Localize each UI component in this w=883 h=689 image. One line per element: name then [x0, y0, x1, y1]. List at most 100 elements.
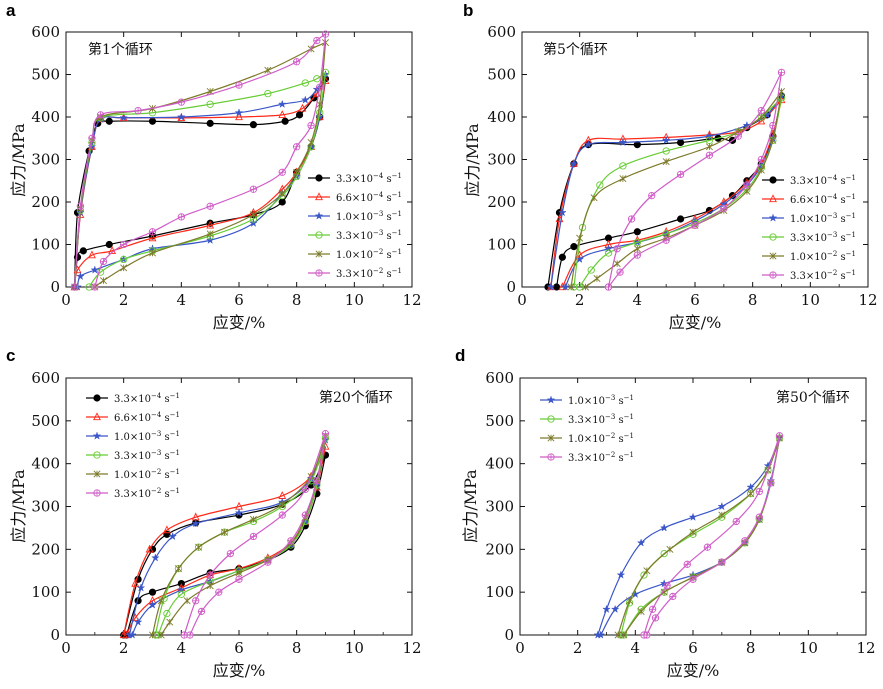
- panel-b-series-1.0e-2-load-point: [567, 283, 575, 291]
- panel-b-letter: b: [463, 1, 473, 20]
- panel-d-curves: [593, 432, 784, 639]
- panel-b-series-3.3e-2-load-point: [734, 132, 742, 140]
- panel-b-series-3.3e-4-load-point: [676, 138, 685, 147]
- panel-c-ytick-label: 300: [31, 498, 60, 516]
- panel-b-series-3.3e-3-unload-point: [576, 283, 584, 291]
- panel-b-cycle-label: 第5个循环: [543, 41, 608, 58]
- panel-d-legend-label-1.0e-3: 1.0×10−3 s−1: [568, 394, 634, 407]
- panel-b-series-1.0e-3-load-point: [546, 282, 556, 291]
- panel-a-ytick-label: 100: [31, 236, 60, 254]
- panel-b-series-3.3e-3-load-point: [619, 162, 627, 170]
- panel-b-legend-marker-3.3e-2: [769, 271, 777, 279]
- panel-c-legend-marker-1.0e-3: [92, 431, 102, 440]
- panel-c-ticks: 0 2 4 6 8 10 12 0 100 200 300 400 500 600: [31, 369, 421, 657]
- panel-a-ylabel: 应力/MPa: [9, 123, 28, 197]
- panel-b-series-3.3e-2-load-point: [627, 215, 636, 223]
- panel-c-series-3.3e-2-load-point: [192, 597, 200, 605]
- panel-c-legend-marker-3.3e-3: [93, 451, 101, 459]
- panel-a-series-1.0e-3-unload-point: [249, 218, 258, 227]
- panel-b-series-3.3e-3-load-point: [578, 223, 587, 232]
- panel-d-series-3.3e-2-load-line: [643, 435, 781, 636]
- panel-c-legend-label-1.0e-3: 1.0×10−3 s−1: [114, 430, 180, 443]
- panel-b-series-3.3e-4-unload-point: [570, 243, 578, 251]
- panel-a-series-6.6e-4-load-point: [235, 112, 243, 121]
- panel-a-curves: [70, 30, 330, 291]
- panel-a-series-1.0e-3-load-point: [119, 113, 129, 122]
- panel-c-series-1.0e-2-load-point: [249, 515, 257, 523]
- panel-a-series-3.3e-2-load-point: [71, 283, 79, 291]
- panel-a-cycle-label: 第1个循环: [88, 41, 153, 58]
- panel-b-series-3.3e-2-unload-point: [720, 204, 728, 213]
- panel-c-legend-label-6.6e-4: 6.6×10−4 s−1: [114, 411, 180, 424]
- panel-a-series-1.0e-3-unload-point: [76, 271, 85, 281]
- panel-b-ytick-label: 600: [487, 23, 516, 41]
- panel-b-series-3.3e-4-unload-point: [633, 228, 641, 236]
- panel-b-series-3.3e-2-load-point: [757, 106, 765, 115]
- panel-c-series-1.0e-2-unload-point: [235, 569, 243, 577]
- panel-c-series-1.0e-2-load-point: [148, 631, 157, 639]
- panel-b-legend-marker-6.6e-4: [769, 194, 777, 203]
- panel-c-series-1.0e-2-load-point: [195, 543, 203, 551]
- panel-a-series-3.3e-2-unload-point: [278, 168, 286, 176]
- panel-a-series-3.3e-4-load-point: [281, 117, 289, 125]
- panel-b-legend-label-3.3e-2: 3.3×10−2 s−1: [790, 269, 856, 282]
- panel-c-legend-marker-6.6e-4: [93, 412, 101, 421]
- panel-a-series-1.0e-2-unload-point: [206, 230, 214, 238]
- panel-a-series-3.3e-4-load-point: [148, 117, 157, 125]
- panel-d-series-1.0e-3-load-line: [597, 437, 781, 636]
- panel-a-series-3.3e-2-unload-point: [249, 185, 258, 193]
- panel-b-series-1.0e-2-load-point: [590, 194, 598, 202]
- panel-b-series-3.3e-2-unload-point: [604, 283, 613, 291]
- panel-c-ytick-label: 400: [31, 455, 60, 473]
- panel-a-legend-marker-1.0e-2: [315, 250, 323, 258]
- panel-c-series-3.3e-2-load-point: [301, 485, 309, 494]
- panel-c-xtick-label: 4: [177, 639, 187, 657]
- panel-b-series-3.3e-2-unload-point: [769, 121, 777, 130]
- panel-c-series-1.0e-2-unload-point: [206, 582, 214, 590]
- panel-b-ytick-label: 500: [487, 66, 516, 84]
- panel-a-letter: a: [6, 1, 16, 20]
- panel-c-xtick-label: 8: [292, 639, 302, 657]
- panel-b-xtick-label: 12: [858, 291, 877, 309]
- panel-a-series-1.0e-3-load-point: [277, 99, 287, 108]
- panel-a-xtick-label: 0: [61, 291, 71, 309]
- panel-c-series-6.6e-4-load-line: [123, 446, 327, 636]
- panel-d-ytick-label: 300: [485, 498, 514, 516]
- panel-a-series-3.3e-2-load-line: [74, 33, 326, 288]
- panel-d-series-1.0e-2-load-point: [614, 631, 622, 639]
- panel-c-series-3.3e-2-unload-point: [235, 575, 243, 583]
- panel-a-xlabel: 应变/%: [213, 313, 266, 332]
- panel-b-series-3.3e-2-load-point: [613, 245, 621, 253]
- panel-a-series-3.3e-4-load-point: [249, 121, 258, 129]
- panel-d-series-1.0e-2-load-point: [666, 545, 674, 553]
- panel-b-ylabel: 应力/MPa: [463, 123, 482, 197]
- panel-a-series-1.0e-2-unload-line: [94, 42, 327, 288]
- panel-c-series-6.6e-4-load-point: [162, 525, 171, 534]
- panel-b-series-1.0e-2-load-point: [705, 143, 713, 151]
- panel-d-series-3.3e-2-unload-point: [651, 614, 660, 622]
- panel-d-series-1.0e-3-unload-point: [610, 604, 620, 614]
- panel-d-series-1.0e-3-unload-point: [596, 630, 606, 639]
- panel-d-series-1.0e-3-load-point: [659, 523, 669, 532]
- panel-c-series-1.0e-3-load-point: [150, 553, 160, 562]
- panel-a-series-3.3e-3-unload-line: [88, 72, 327, 288]
- panel-d-series-1.0e-2-unload-point: [637, 607, 645, 615]
- panel-d-legend-label-3.3e-2: 3.3×10−2 s−1: [568, 451, 634, 464]
- panel-d-series-3.3e-2-unload-point: [669, 592, 677, 601]
- panel-c-series-1.0e-2-unload-line: [160, 435, 327, 636]
- panel-d-series-3.3e-2-unload-line: [646, 435, 781, 636]
- panel-a-series-1.0e-2-unload-point: [120, 264, 128, 272]
- panel-b-series-1.0e-2-unload-point: [743, 187, 751, 195]
- panel-b-legend-label-1.0e-3: 1.0×10−3 s−1: [790, 212, 856, 225]
- panel-c-xtick-label: 2: [119, 639, 129, 657]
- panel-c-series-3.3e-3-unload-line: [157, 437, 327, 636]
- panel-d-xlabel: 应变/%: [667, 661, 720, 680]
- panel-a-series-3.3e-2-unload-point: [316, 83, 324, 91]
- panel-c-legend-marker-3.3e-2: [93, 489, 101, 497]
- panel-a-xtick-label: 8: [292, 291, 302, 309]
- panel-d-legend-marker-1.0e-2: [547, 434, 555, 442]
- panel-d-xtick-label: 2: [573, 639, 583, 657]
- panel-b-series-3.3e-3-unload-line: [579, 97, 783, 288]
- panel-c-letter: c: [6, 346, 15, 365]
- panel-b-legend: 3.3×10−4 s−1 6.6×10−4 s−1 1.0×10−3 s−1 3.3×…: [762, 174, 856, 282]
